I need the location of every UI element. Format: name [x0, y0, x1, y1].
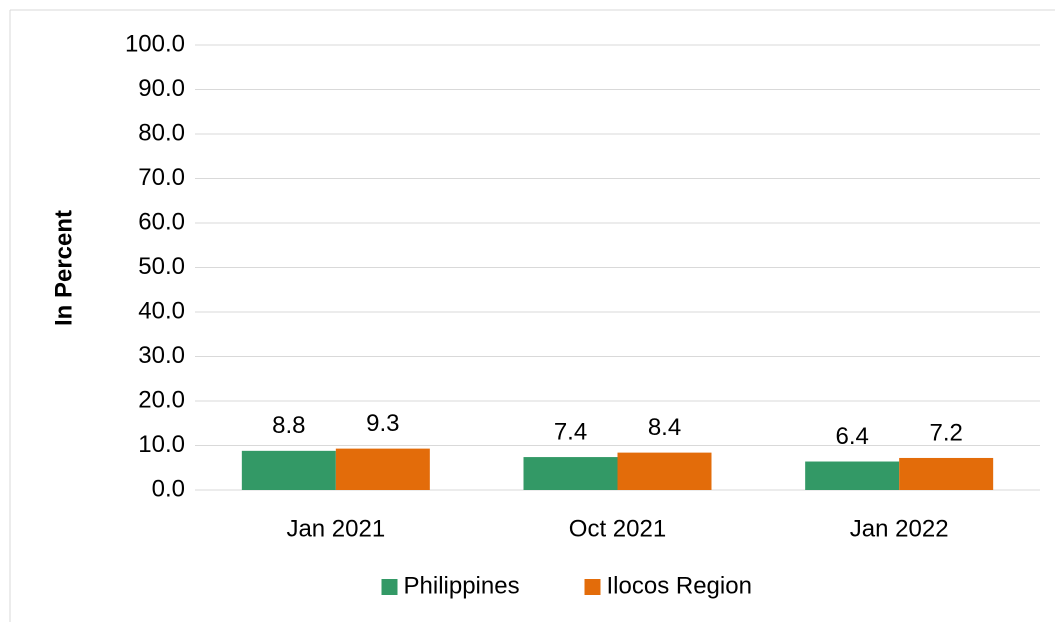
legend-label: Ilocos Region [607, 572, 752, 599]
bar [805, 461, 900, 490]
legend-label: Philippines [404, 572, 520, 599]
bar [617, 452, 712, 490]
legend-swatch [584, 579, 601, 595]
data-label: 8.8 [272, 412, 305, 439]
x-tick-label: Jan 2021 [286, 515, 385, 542]
bar [335, 448, 430, 490]
data-label: 9.3 [366, 410, 399, 437]
y-tick-label: 50.0 [138, 253, 185, 280]
bar [241, 450, 336, 490]
x-tick-label: Oct 2021 [569, 515, 666, 542]
data-label: 8.4 [648, 414, 681, 441]
data-label: 7.4 [554, 418, 587, 445]
y-tick-label: 20.0 [138, 386, 185, 413]
y-tick-label: 80.0 [138, 119, 185, 146]
data-label: 6.4 [835, 423, 868, 450]
y-tick-label: 60.0 [138, 208, 185, 235]
y-tick-label: 90.0 [138, 75, 185, 102]
y-tick-label: 70.0 [138, 164, 185, 191]
legend-swatch [381, 579, 398, 595]
data-label: 7.2 [929, 419, 962, 446]
y-axis-label: In Percent [50, 210, 77, 326]
bar [899, 457, 994, 490]
y-tick-label: 10.0 [138, 431, 185, 458]
x-tick-label: Jan 2022 [850, 515, 949, 542]
y-tick-label: 0.0 [152, 475, 185, 502]
bar [523, 457, 618, 490]
y-tick-label: 100.0 [125, 30, 185, 57]
y-tick-label: 30.0 [138, 342, 185, 369]
y-tick-label: 40.0 [138, 297, 185, 324]
